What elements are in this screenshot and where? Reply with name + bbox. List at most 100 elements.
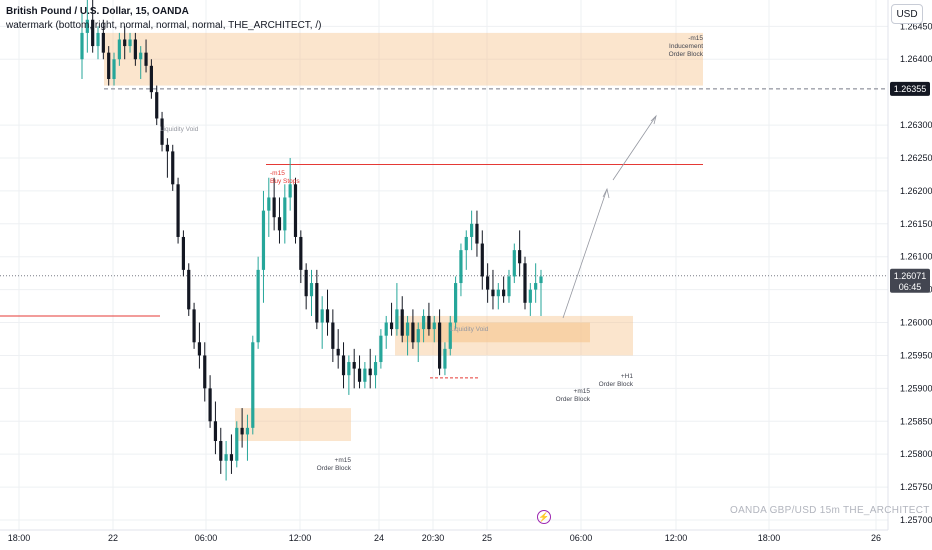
y-tick-label: 1.25800 [900,449,932,459]
candle-body [293,184,298,237]
candle [523,256,527,310]
candle-body [432,322,436,330]
candle [192,302,196,349]
candle-body [496,289,500,297]
candle-body [107,52,111,79]
candle-body [203,355,207,389]
annotation-label: Order Block [669,51,704,58]
candle-body [480,243,484,277]
candle [133,32,137,66]
candle [336,329,340,369]
candle [251,335,255,435]
candle-body [235,427,239,461]
candle [368,348,372,389]
candle [486,263,490,303]
levels [0,88,888,379]
candle [373,355,378,389]
annotation-label: Buy Stops [270,178,300,185]
candle [117,32,121,66]
candle [363,362,367,389]
candle-body [117,39,121,60]
annotation-label: Order Block [599,381,634,388]
candle [197,322,202,369]
candle [448,315,452,356]
candle-body [240,427,244,435]
y-tick-label: 1.26200 [900,186,932,196]
candle [293,177,298,244]
candle [203,342,207,402]
candle [331,309,335,363]
candle [512,243,516,284]
y-tick-label: 1.25700 [900,515,932,525]
candle-body [80,32,84,60]
annotation-label: Inducement [669,43,703,50]
candle-body [368,368,372,376]
y-tick-label: 1.26450 [900,21,932,31]
candle-body [315,283,319,323]
candle [325,289,330,336]
candle-body [411,322,415,343]
candle [475,210,479,257]
candle [528,283,532,316]
candle-body [448,322,452,349]
candle [534,263,538,303]
candle [261,190,266,303]
candle [272,177,276,231]
candle [421,309,426,343]
candle-body [518,250,522,264]
candle-body [357,368,362,382]
candle-body [155,92,159,119]
candle-body [261,210,266,270]
candle [288,157,292,211]
candle-body [144,52,148,66]
candle-body [373,362,378,376]
x-axis: 18:00 22 06:00 12:00 24 20:30 25 06:00 12:00 18:0… [0,529,888,543]
candle [507,269,511,303]
candle [539,269,543,316]
candle [107,46,111,86]
y-tick-label: 1.26000 [900,318,932,328]
currency-button[interactable]: USD [891,4,923,24]
candle-body [507,276,511,297]
candle-body [229,454,234,461]
candle [341,342,346,389]
candle [219,427,223,474]
candle-body [176,184,180,237]
candle [91,0,95,53]
candle [267,177,271,237]
candle [240,408,244,448]
projection-arrows [562,114,657,319]
candle [283,184,287,244]
current-price-badge-bg [890,268,930,293]
lightning-icon[interactable]: ⚡ [537,510,551,524]
candle-body [421,315,426,330]
candle-body [251,342,255,428]
candle [389,302,394,336]
candle-body [395,309,399,330]
candle-body [149,65,153,93]
candle-body [139,52,143,60]
candle [454,276,458,330]
candle-body [224,454,228,461]
candle [496,283,500,310]
candle-body [309,283,314,297]
candle-body [267,197,271,211]
candle-body [454,283,458,323]
x-tick-label: 26 [871,533,881,543]
candle-body [128,39,132,47]
candle-body [101,32,105,53]
candle [299,230,303,284]
indicator-legend[interactable]: watermark (bottom, right, normal, normal… [6,20,322,31]
candle-body [283,197,287,231]
x-tick-label: 12:00 [665,533,688,543]
candle-body [325,309,330,323]
candles [80,0,543,481]
candle [315,269,319,330]
candle [256,256,260,349]
y-tick-label: 1.25900 [900,383,932,393]
candle-body [123,39,127,47]
candle [480,230,484,290]
candle [427,302,431,336]
y-tick-label: 1.25950 [900,350,932,360]
